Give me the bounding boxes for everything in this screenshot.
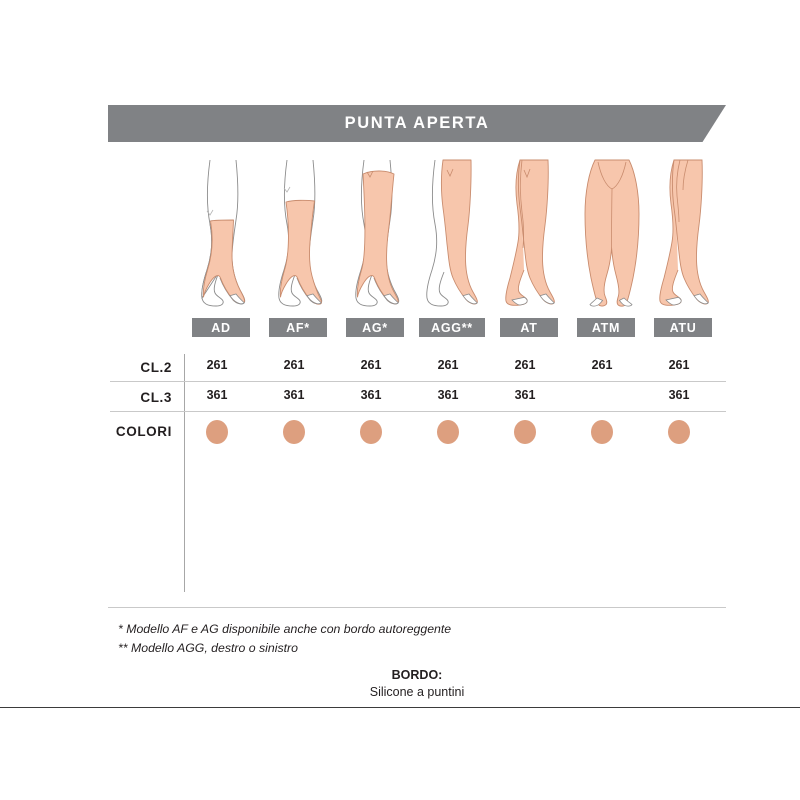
- chip-AT[interactable]: AT: [500, 318, 558, 337]
- table-cell-value: 261: [668, 358, 690, 372]
- color-swatch: [206, 420, 228, 444]
- chip-AD[interactable]: AD: [192, 318, 250, 337]
- table-cell-value: 261: [206, 358, 228, 372]
- color-swatch: [283, 420, 305, 444]
- figure-AD: [188, 158, 266, 316]
- bordo-description: Silicone a puntini: [369, 685, 465, 699]
- color-swatch: [437, 420, 459, 444]
- table-cell-value: 261: [437, 358, 459, 372]
- table-cell-value: 261: [360, 358, 382, 372]
- row-label-cl2: CL.2: [140, 360, 172, 375]
- footnote-divider: [108, 607, 726, 608]
- header-banner: PUNTA APERTA: [108, 105, 726, 142]
- table-cell-value: 361: [206, 388, 228, 402]
- color-swatch: [360, 420, 382, 444]
- figure-AF: [265, 158, 343, 316]
- footnote-block: * Modello AF e AG disponibile anche con …: [118, 620, 718, 658]
- code-chip-row: AD AF* AG* AGG** AT ATM ATU: [188, 318, 728, 338]
- table-cell-value: 361: [514, 388, 536, 402]
- table-cell-value: 261: [514, 358, 536, 372]
- figure-AGG: [419, 158, 497, 316]
- bordo-title: BORDO:: [391, 668, 443, 682]
- table-cell-value: 361: [360, 388, 382, 402]
- table-vertical-divider: [184, 354, 185, 592]
- table-cell-value: 361: [437, 388, 459, 402]
- row-label-colori: COLORI: [115, 424, 172, 439]
- chip-AGG[interactable]: AGG**: [419, 318, 485, 337]
- page-title: PUNTA APERTA: [344, 114, 490, 132]
- row-divider-1: [110, 381, 726, 382]
- chip-ATU[interactable]: ATU: [654, 318, 712, 337]
- figure-row: [188, 158, 728, 316]
- table-cell-value: 361: [668, 388, 690, 402]
- row-label-cl3: CL.3: [140, 390, 172, 405]
- table-cell-value: 361: [283, 388, 305, 402]
- figure-AG: [342, 158, 420, 316]
- color-swatch: [514, 420, 536, 444]
- chip-AF[interactable]: AF*: [269, 318, 327, 337]
- row-divider-2: [110, 411, 726, 412]
- figure-AT: [496, 158, 574, 316]
- color-swatch: [591, 420, 613, 444]
- bordo-block: BORDO: Silicone a puntini: [108, 667, 726, 701]
- chip-AG[interactable]: AG*: [346, 318, 404, 337]
- footnote-2: ** Modello AGG, destro o sinistro: [118, 641, 298, 655]
- footnote-1: * Modello AF e AG disponibile anche con …: [118, 622, 452, 636]
- figure-ATU: [650, 158, 728, 316]
- table-cell-value: 261: [591, 358, 613, 372]
- figure-ATM: [573, 158, 651, 316]
- spec-table: CL.2 CL.3 COLORI 261 261 261 261 261 261 261 36…: [108, 352, 726, 598]
- color-swatch: [668, 420, 690, 444]
- chip-ATM[interactable]: ATM: [577, 318, 635, 337]
- banner-shape: [108, 105, 726, 142]
- table-cell-value: 261: [283, 358, 305, 372]
- page-bottom-rule: [0, 707, 800, 708]
